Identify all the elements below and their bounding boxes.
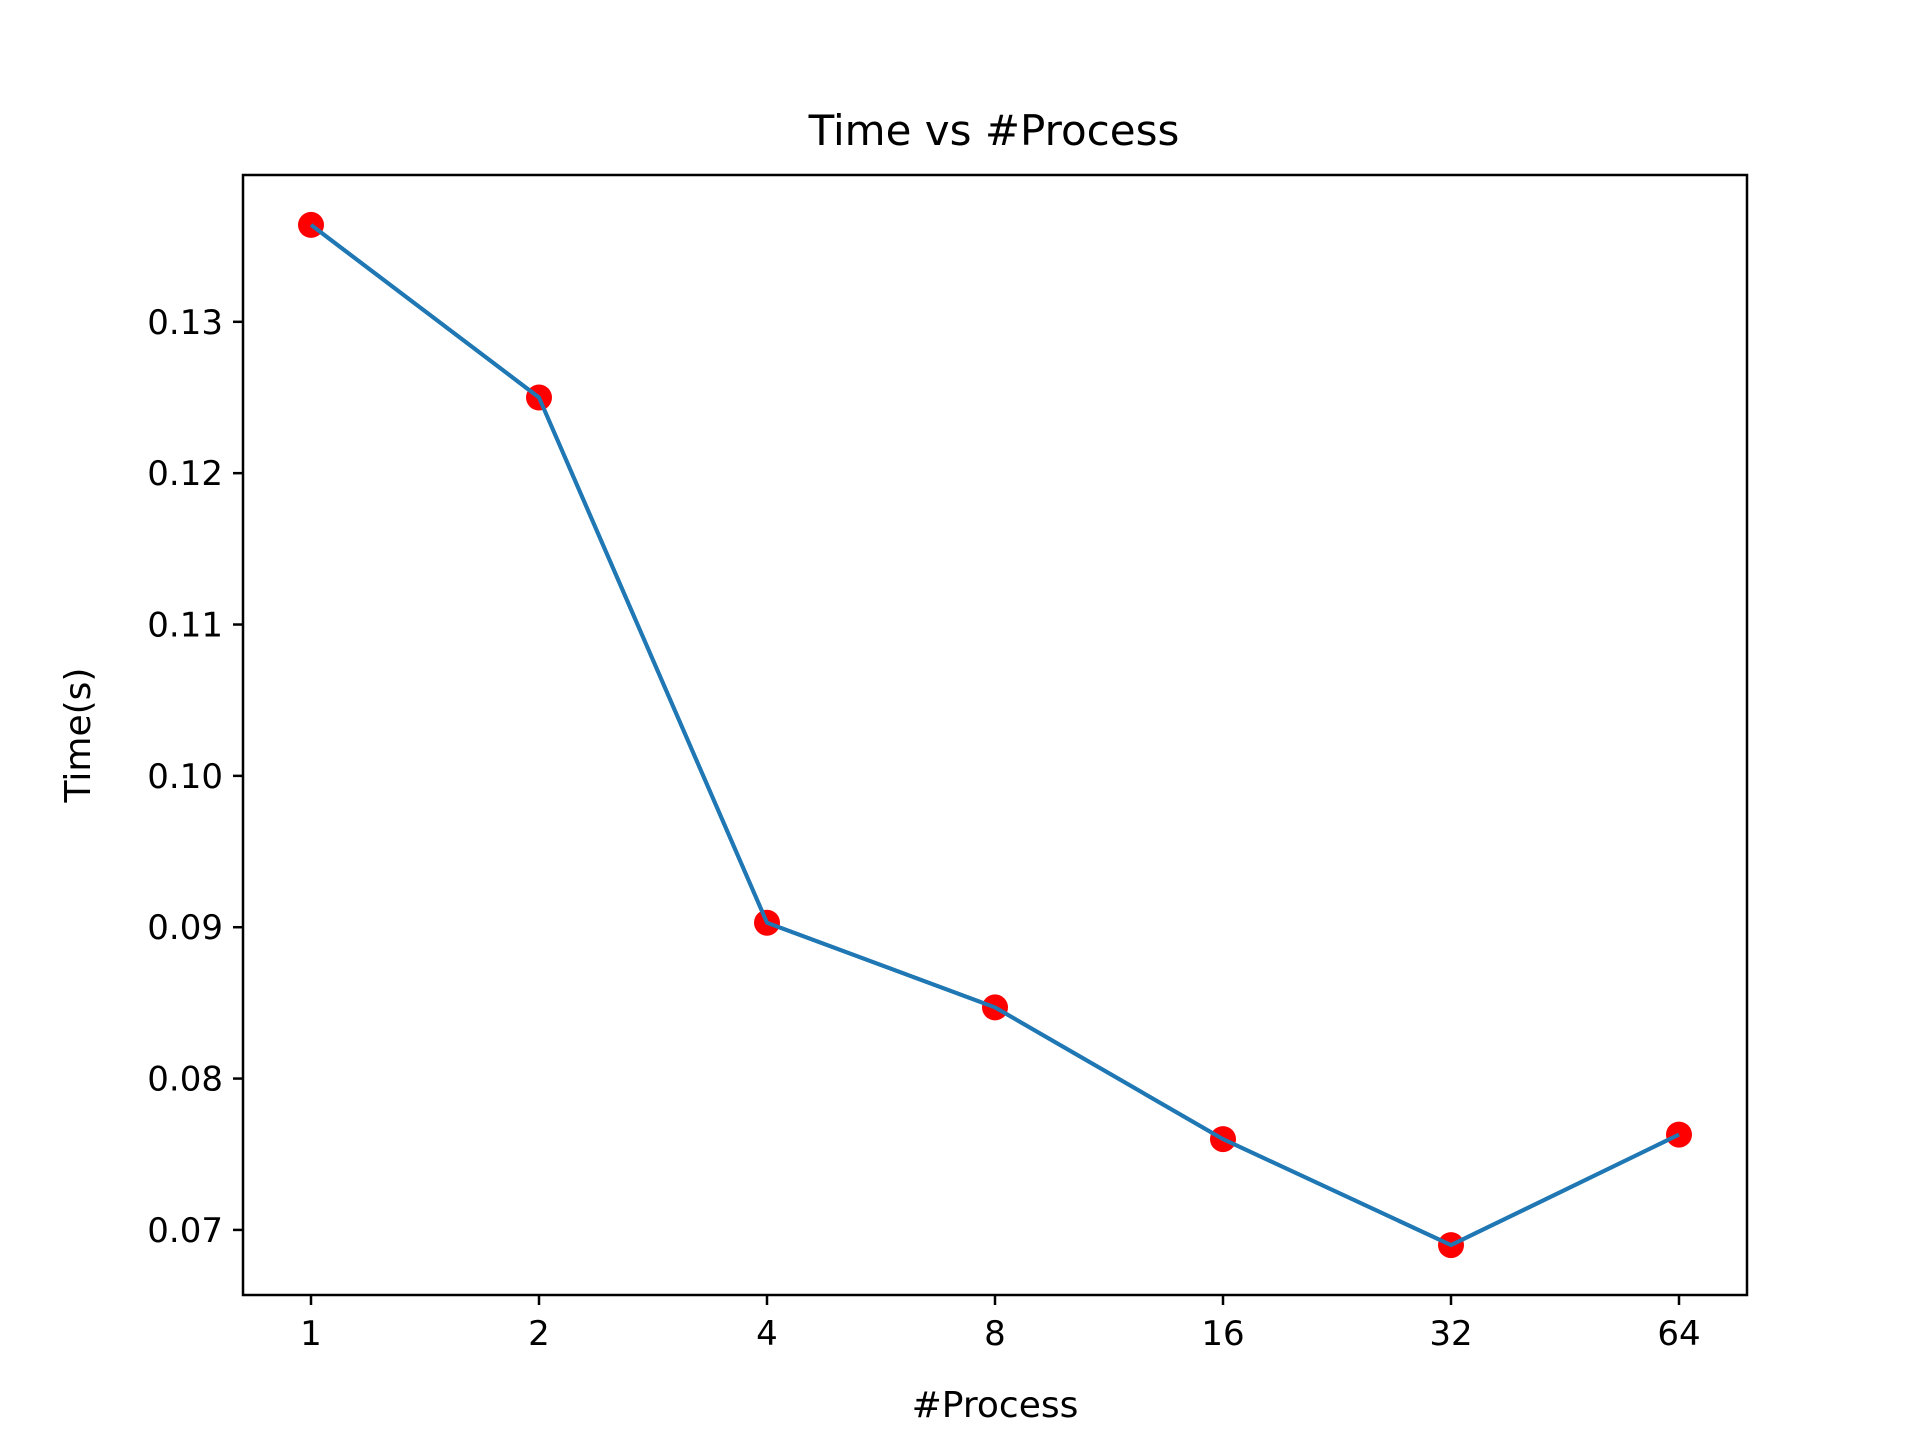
x-tick-label: 8 bbox=[984, 1314, 1006, 1354]
y-tick-label: 0.10 bbox=[147, 757, 223, 797]
plot-frame bbox=[241, 173, 1749, 1297]
x-tick-label: 16 bbox=[1201, 1314, 1244, 1354]
y-tick-label: 0.09 bbox=[147, 908, 223, 948]
x-axis-label: #Process bbox=[912, 1385, 1079, 1426]
series-line-overlay bbox=[309, 223, 1680, 1248]
y-axis-label: Time(s) bbox=[58, 668, 99, 804]
x-tick-label: 64 bbox=[1657, 1314, 1700, 1354]
y-tick-label: 0.12 bbox=[147, 454, 223, 494]
x-tick-label: 4 bbox=[756, 1314, 778, 1354]
x-tick-label: 1 bbox=[300, 1314, 322, 1354]
plot-series bbox=[298, 211, 1692, 1259]
x-tick-label: 32 bbox=[1429, 1314, 1472, 1354]
chart-title: Time vs #Process bbox=[808, 106, 1180, 155]
x-tick-label: 2 bbox=[528, 1314, 550, 1354]
y-tick-label: 0.13 bbox=[147, 303, 223, 343]
y-tick-label: 0.11 bbox=[147, 606, 223, 646]
y-tick-label: 0.07 bbox=[147, 1211, 223, 1251]
axis-ticks: 0.07 0.08 0.09 0.10 0.11 0.12 0.13 1 2 4 8 16 32 64 bbox=[147, 303, 1700, 1354]
y-tick-label: 0.08 bbox=[147, 1060, 223, 1100]
